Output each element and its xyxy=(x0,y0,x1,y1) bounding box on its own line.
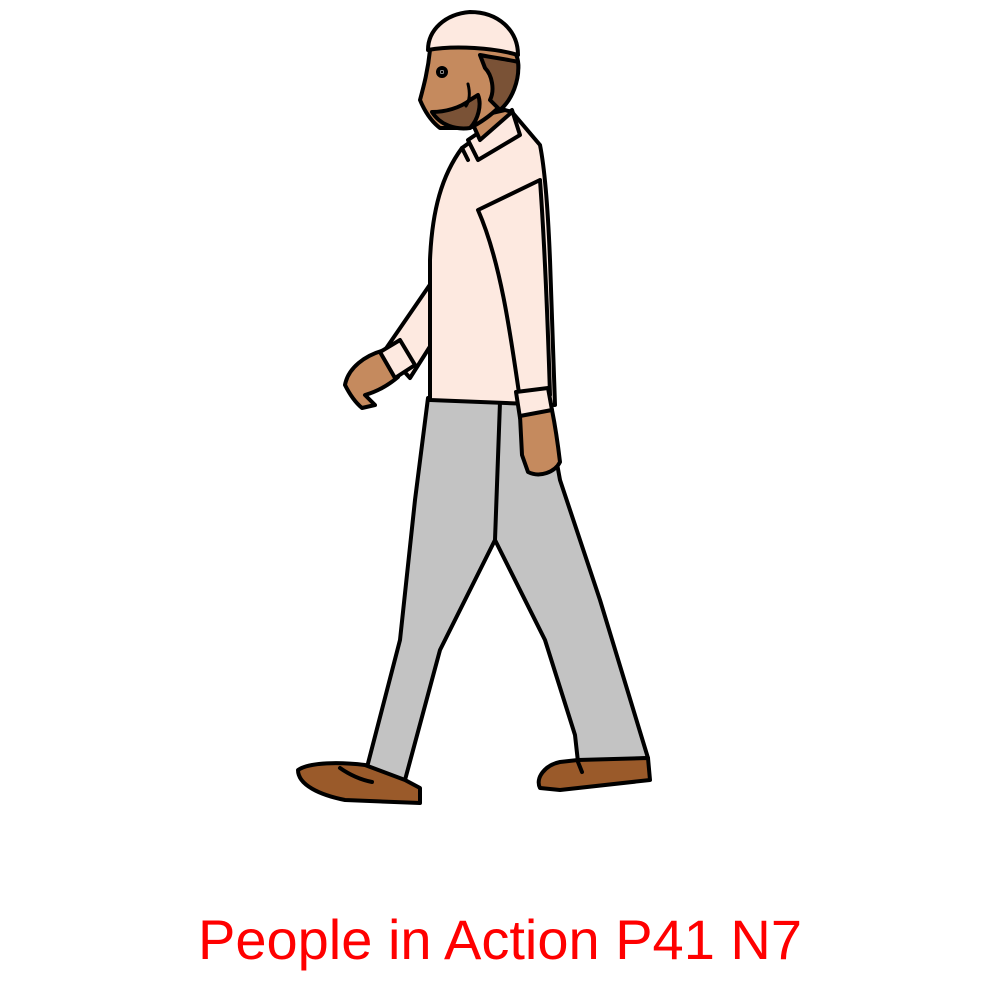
front-hand xyxy=(518,408,562,477)
cap xyxy=(426,10,520,57)
caption: People in Action P41 N7 xyxy=(198,908,802,971)
back-hand xyxy=(343,348,400,410)
front-leg xyxy=(363,396,502,782)
back-cuff xyxy=(378,338,417,380)
front-shoe xyxy=(296,761,422,805)
walking-man-illustration xyxy=(296,10,652,805)
back-shoe xyxy=(536,756,652,792)
hair xyxy=(478,53,521,112)
back-leg xyxy=(488,396,650,764)
